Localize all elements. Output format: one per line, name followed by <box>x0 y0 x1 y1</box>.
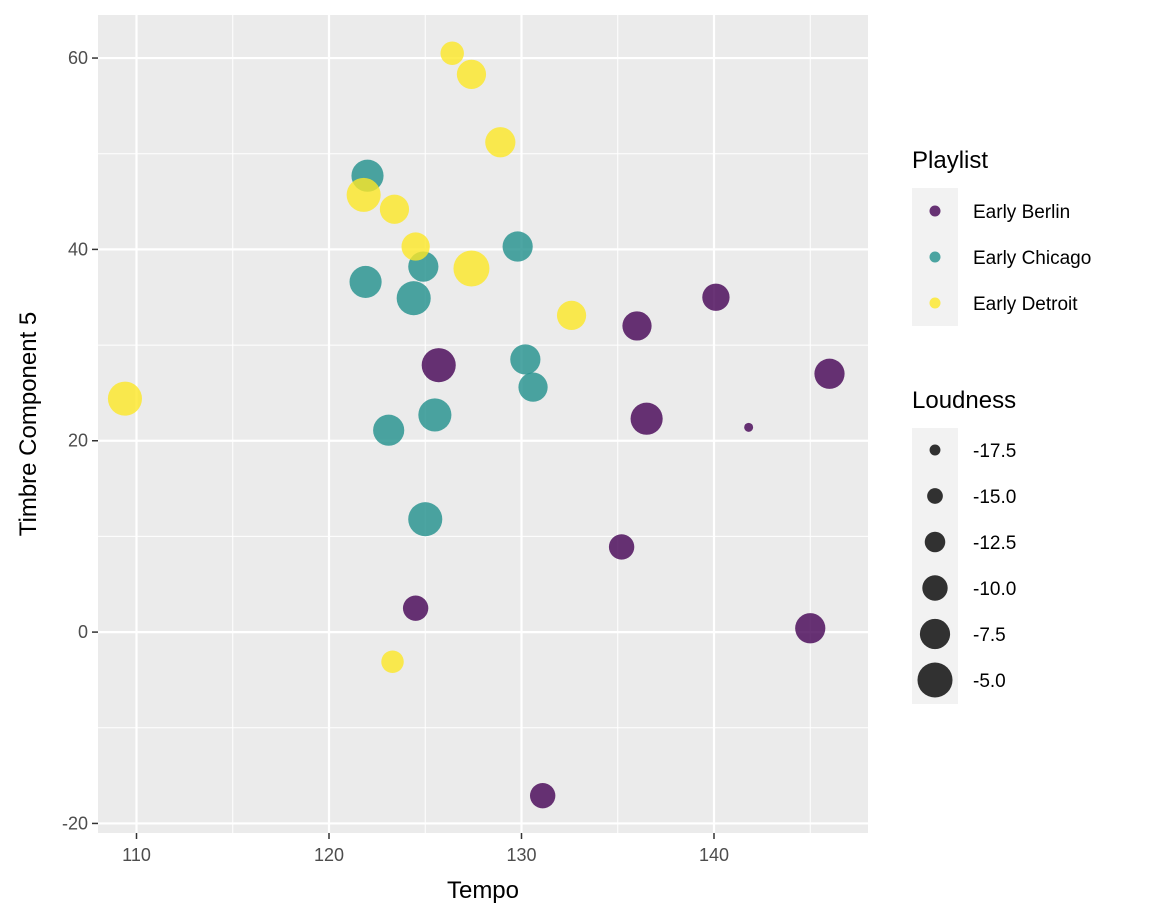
color-legend-title: Playlist <box>912 147 988 174</box>
data-point <box>608 534 635 560</box>
data-point <box>502 231 533 262</box>
y-tick-label: -20 <box>62 813 88 833</box>
x-tick-label: 120 <box>314 845 344 865</box>
size-legend: Loudness -17.5 -15.0 -12.5 -10.0 -7.5 -5.0 <box>912 387 1016 704</box>
color-legend-label: Early Chicago <box>973 248 1091 269</box>
size-legend-label: -10.0 <box>973 579 1016 600</box>
data-point <box>379 194 410 224</box>
size-legend-key <box>929 444 941 456</box>
data-point <box>421 348 456 383</box>
size-legend-key <box>924 531 946 553</box>
data-point <box>556 300 587 331</box>
data-points <box>107 41 845 809</box>
data-point <box>453 250 490 287</box>
size-legend-label: -17.5 <box>973 441 1016 462</box>
grid-major <box>98 15 868 833</box>
size-legend-key <box>927 488 943 504</box>
color-legend-items: Early Berlin Early Chicago Early Detroit <box>929 202 1091 315</box>
data-point <box>396 281 431 316</box>
data-point <box>381 650 404 673</box>
size-legend-items: -17.5 -15.0 -12.5 -10.0 -7.5 -5.0 <box>917 441 1016 698</box>
grid-minor <box>98 15 868 833</box>
y-tick-label: 60 <box>68 48 88 68</box>
y-axis-title: Timbre Component 5 <box>15 312 42 537</box>
data-point <box>630 402 663 435</box>
data-point <box>440 41 464 65</box>
x-axis-title: Tempo <box>447 877 519 904</box>
x-tick-label: 130 <box>506 845 536 865</box>
size-legend-label: -7.5 <box>973 625 1006 646</box>
x-tick-label: 140 <box>699 845 729 865</box>
data-point <box>795 613 826 644</box>
size-legend-title: Loudness <box>912 387 1016 414</box>
data-point <box>814 358 845 389</box>
data-point <box>401 232 430 261</box>
color-legend-key <box>929 297 941 309</box>
y-tick-label: 40 <box>68 239 88 259</box>
data-point <box>622 311 652 341</box>
plot-panel <box>98 15 868 833</box>
x-tick-label: 110 <box>122 845 151 865</box>
data-point <box>402 595 429 621</box>
size-legend-label: -5.0 <box>973 671 1006 692</box>
color-legend-label: Early Berlin <box>973 202 1070 223</box>
size-legend-key <box>917 662 953 698</box>
size-legend-label: -15.0 <box>973 487 1016 508</box>
y-tick-label: 0 <box>78 622 88 642</box>
color-legend-key <box>929 251 941 263</box>
color-legend-label: Early Detroit <box>973 294 1078 315</box>
data-point <box>418 398 452 432</box>
x-axis-ticks: 110 120 130 140 <box>122 833 729 865</box>
data-point <box>529 782 556 809</box>
data-point <box>408 502 443 537</box>
color-legend-key <box>929 205 941 217</box>
size-legend-key <box>919 618 951 650</box>
size-legend-key <box>922 575 948 601</box>
y-axis-ticks: -20 0 20 40 60 <box>62 48 98 833</box>
size-legend-key-background <box>912 428 958 704</box>
data-point <box>349 265 382 298</box>
size-legend-label: -12.5 <box>973 533 1016 554</box>
data-point <box>510 344 541 375</box>
data-point <box>346 177 381 212</box>
y-tick-label: 20 <box>68 431 88 451</box>
data-point <box>373 414 405 446</box>
data-point <box>518 372 548 402</box>
data-point <box>702 283 730 311</box>
data-point <box>456 59 487 89</box>
data-point <box>744 422 754 432</box>
data-point <box>485 127 516 158</box>
data-point <box>107 381 142 416</box>
